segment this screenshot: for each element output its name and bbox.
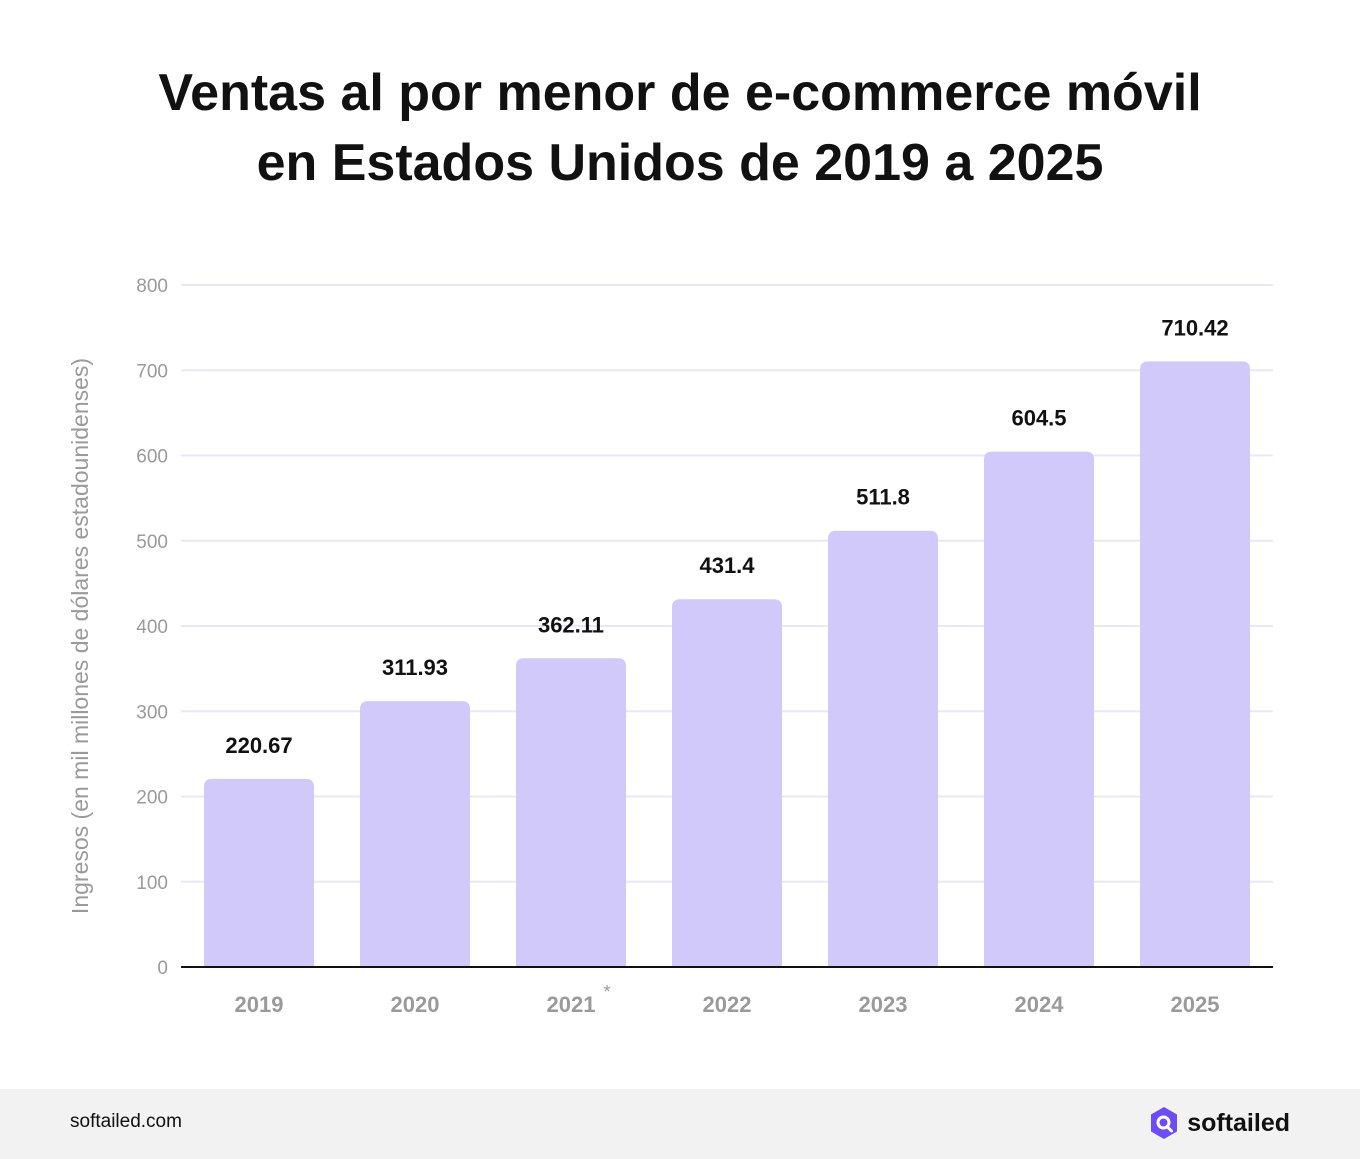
bar-2020 [360, 701, 470, 967]
y-tick-label: 400 [136, 617, 168, 638]
brand-logo[interactable]: softailed [1149, 1106, 1290, 1140]
x-tick-label: 2023 [859, 992, 908, 1017]
y-tick-label: 500 [136, 532, 168, 553]
x-tick-label: 2022 [703, 992, 752, 1017]
brand-name: softailed [1187, 1108, 1290, 1137]
y-tick-label: 200 [136, 788, 168, 809]
value-label: 511.8 [856, 485, 910, 510]
y-tick-label: 300 [136, 702, 168, 723]
chart-title: Ventas al por menor de e-commerce móvil … [0, 58, 1360, 198]
bar-chart: 0 100 200 300 400 500 600 700 800 220.67 311.93 36… [67, 276, 1273, 1017]
y-tick-label: 800 [136, 276, 168, 297]
y-tick-label: 0 [157, 958, 168, 979]
x-tick-label: 2021 [547, 992, 596, 1017]
footer-site-link[interactable]: softailed.com [70, 1111, 182, 1132]
x-tick-footnote-mark: * [603, 982, 610, 1002]
footer: softailed.com softailed [0, 1089, 1360, 1159]
value-label: 431.4 [699, 553, 755, 578]
bar-2019 [204, 778, 314, 967]
value-label: 604.5 [1011, 406, 1066, 431]
x-axis-ticks: 2019 2020 2021 * 2022 2023 2024 2025 [235, 982, 1220, 1017]
x-tick-label: 2024 [1015, 992, 1065, 1017]
bar-2021 [516, 658, 626, 967]
x-tick-label: 2025 [1171, 992, 1220, 1017]
bars [204, 361, 1250, 967]
y-tick-label: 100 [136, 873, 168, 894]
y-tick-label: 700 [136, 361, 168, 382]
value-label: 362.11 [538, 612, 604, 637]
value-labels: 220.67 311.93 362.11 431.4 511.8 604.5 710.42 [225, 315, 1228, 758]
x-tick-label: 2020 [391, 992, 440, 1017]
y-axis-title: Ingresos (en mil millones de dólares est… [67, 358, 93, 914]
value-label: 220.67 [225, 733, 292, 758]
chart-title-line-2: en Estados Unidos de 2019 a 2025 [256, 134, 1104, 192]
y-tick-label: 600 [136, 447, 168, 468]
chart-title-line-1: Ventas al por menor de e-commerce móvil [158, 64, 1202, 122]
bar-2022 [672, 599, 782, 967]
x-tick-label: 2019 [235, 992, 284, 1017]
value-label: 710.42 [1161, 315, 1228, 340]
softailed-logo-icon [1151, 1107, 1178, 1139]
value-label: 311.93 [382, 655, 448, 680]
bar-2025 [1140, 361, 1250, 967]
bar-2024 [984, 451, 1094, 967]
bar-2023 [828, 530, 938, 967]
y-axis-ticks: 0 100 200 300 400 500 600 700 800 [136, 276, 168, 979]
